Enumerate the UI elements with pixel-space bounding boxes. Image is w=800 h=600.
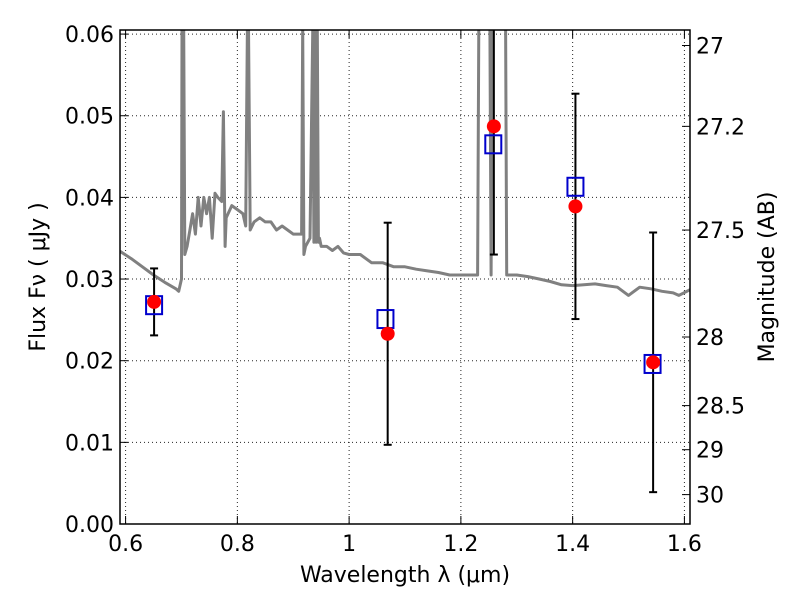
y2-tick-label: 30 [696,484,724,509]
model-square-marker [643,353,662,374]
y2-tick-label: 28 [696,326,724,351]
x-tick-label: 0.8 [220,532,255,557]
x-tick-label: 1.4 [555,532,590,557]
y-tick-label: 0.05 [65,105,114,130]
y-tick-label: 0.03 [65,268,114,293]
observed-circle-marker [380,326,395,341]
y-tick-label: 0.04 [65,186,114,211]
y2-tick-label: 27 [696,35,724,60]
x-tick-label: 1.2 [443,532,478,557]
plot-background [120,30,690,524]
model-square-marker [566,176,585,197]
y-tick-label: 0.06 [65,23,114,48]
y2-tick-label: 28.5 [696,395,745,420]
y-tick-label: 0.00 [65,513,114,538]
y-tick-label: 0.02 [65,350,114,375]
y2-tick-label: 27.2 [696,115,745,140]
observed-circle-marker [568,199,583,214]
spectrum-line [120,30,690,297]
y2-axis-label: Magnitude (AB) [755,192,780,363]
y2-tick-label: 29 [696,439,724,464]
data-layer [120,30,690,494]
x-tick-label: 0.6 [108,532,143,557]
observed-circle-marker [646,355,661,370]
y2-tick-label: 27.5 [696,219,745,244]
y-tick-label: 0.01 [65,431,114,456]
observed-circle-marker [147,294,162,309]
y-axis-label: Flux Fν ( μJy ) [26,202,51,351]
x-tick-label: 1 [342,532,356,557]
observed-circle-marker [486,119,501,134]
model-square-marker [484,134,503,155]
ticks: 0.6 0.8 1 1.2 1.4 1.6 0.00 0.01 0.02 0.03 0.04 0.05… [65,23,745,557]
x-tick-label: 1.6 [667,532,702,557]
plot-frame [119,29,691,525]
x-axis-label: Wavelength λ (μm) [300,563,510,588]
